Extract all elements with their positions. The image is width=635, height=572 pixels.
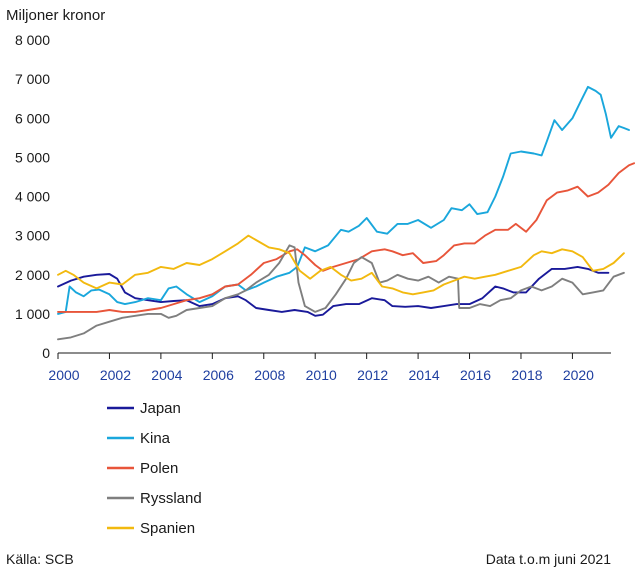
legend-label: Japan bbox=[140, 400, 181, 417]
y-tick-label: 6 000 bbox=[15, 110, 50, 126]
x-tick-label: 2008 bbox=[254, 367, 285, 383]
x-tick-label: 2014 bbox=[409, 367, 440, 383]
series-line-ryssland bbox=[57, 244, 625, 341]
x-tick-label: 2002 bbox=[100, 367, 131, 383]
y-tick-label: 4 000 bbox=[15, 189, 50, 205]
data-range-note: Data t.o.m juni 2021 bbox=[486, 551, 612, 567]
x-tick-label: 2018 bbox=[511, 367, 542, 383]
y-tick-label: 1 000 bbox=[15, 306, 50, 322]
x-tick-label: 2004 bbox=[151, 367, 182, 383]
y-tick-label: 3 000 bbox=[15, 228, 50, 244]
y-tick-label: 5 000 bbox=[15, 149, 50, 165]
x-axis: 2000 2002 2004 2006 2008 2010 2012 2014 2016 2018… bbox=[48, 352, 611, 383]
x-tick-label: 2012 bbox=[357, 367, 388, 383]
series-lines bbox=[57, 85, 635, 341]
legend-label: Ryssland bbox=[140, 490, 202, 507]
source-note: Källa: SCB bbox=[6, 551, 74, 567]
y-axis-label: Miljoner kronor bbox=[6, 7, 105, 24]
series-line-kina bbox=[57, 85, 630, 315]
series-line-japan bbox=[57, 265, 610, 317]
legend-label: Spanien bbox=[140, 520, 195, 537]
x-tick-label: 2006 bbox=[203, 367, 234, 383]
x-tick-label: 2016 bbox=[460, 367, 491, 383]
legend-label: Kina bbox=[140, 430, 171, 447]
x-tick-label: 2010 bbox=[306, 367, 337, 383]
y-tick-label: 2 000 bbox=[15, 267, 50, 283]
series-line-spanien bbox=[57, 234, 625, 296]
series-line-polen bbox=[57, 162, 635, 313]
legend-label: Polen bbox=[140, 460, 178, 477]
y-axis-ticks: 0 1 000 2 000 3 000 4 000 5 000 6 000 7 000 8 00… bbox=[15, 32, 50, 361]
x-tick-label: 2020 bbox=[563, 367, 594, 383]
y-tick-label: 8 000 bbox=[15, 32, 50, 48]
y-tick-label: 0 bbox=[42, 345, 50, 361]
y-tick-label: 7 000 bbox=[15, 71, 50, 87]
legend: Japan Kina Polen Ryssland Spanien bbox=[107, 400, 202, 537]
x-tick-label: 2000 bbox=[48, 367, 79, 383]
